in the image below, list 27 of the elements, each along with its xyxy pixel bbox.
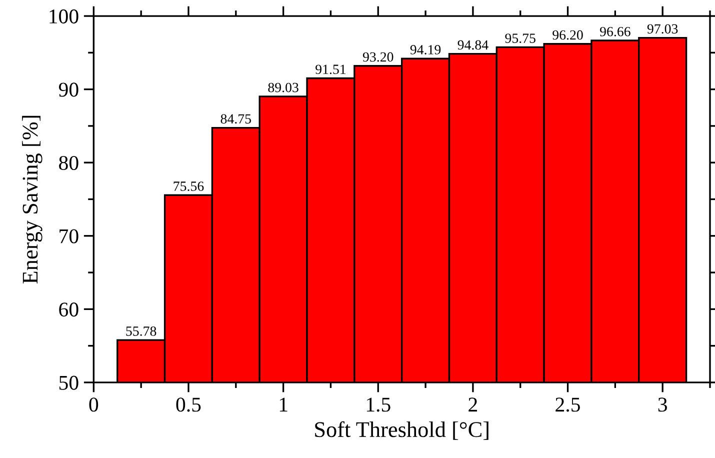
y-tick-label: 60 xyxy=(59,302,78,317)
data-label: 55.78 xyxy=(126,326,156,336)
data-label: 96.66 xyxy=(600,26,630,36)
x-tick-label: 0.5 xyxy=(176,398,201,412)
y-tick-label: 70 xyxy=(60,229,78,244)
y-tick-label: 50 xyxy=(59,376,78,390)
data-label: 95.75 xyxy=(505,34,536,44)
data-label: 75.56 xyxy=(174,182,204,191)
x-tick-label: 0 xyxy=(89,398,98,412)
data-label: 84.75 xyxy=(220,114,251,124)
data-label: 94.19 xyxy=(410,45,441,54)
data-label: 94.84 xyxy=(458,40,488,50)
x-tick-label: 2.5 xyxy=(556,398,580,412)
x-tick-label: 3 xyxy=(658,398,667,412)
x-tick-label: 1 xyxy=(280,398,288,412)
data-label: 89.03 xyxy=(268,82,298,92)
data-label: 96.20 xyxy=(552,30,583,40)
x-axis-title: Soft Threshold [°C] xyxy=(315,421,488,440)
data-label: 93.20 xyxy=(362,52,394,62)
data-label: 97.03 xyxy=(647,24,678,34)
y-tick-label: 100 xyxy=(50,9,78,24)
y-tick-label: 80 xyxy=(59,156,78,170)
x-tick-label: 2 xyxy=(468,398,478,412)
y-axis-title: Energy Saving [%] xyxy=(22,116,42,284)
data-label: 91.51 xyxy=(316,64,346,74)
y-tick-label: 90 xyxy=(58,82,78,97)
x-tick-label: 1.5 xyxy=(366,398,390,412)
